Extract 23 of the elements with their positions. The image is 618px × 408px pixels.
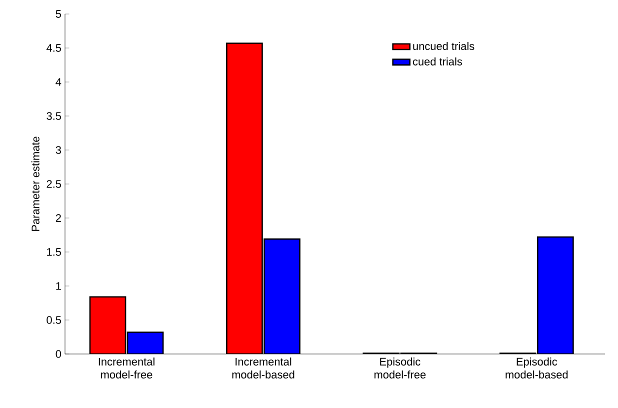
legend-label: uncued trials <box>413 42 474 50</box>
y-tick-label: 1 <box>56 282 61 290</box>
bar <box>536 236 574 354</box>
y-tick-label: 4 <box>56 78 62 86</box>
legend-label: cued trials <box>412 57 462 66</box>
x-tick-label: Incremental model-based <box>232 358 294 379</box>
y-tick-label: 3 <box>56 146 61 154</box>
bar <box>264 238 300 354</box>
bar <box>126 332 164 354</box>
y-tick-label: 4.5 <box>46 44 62 52</box>
x-tick-label: Episodic model-based <box>506 358 568 379</box>
y-tick-label: 5 <box>56 10 62 18</box>
x-tick-label: Episodic model-free <box>374 358 426 379</box>
bar <box>226 42 263 354</box>
y-tick-label: 2 <box>56 214 61 222</box>
y-tick-label: 0 <box>56 350 62 358</box>
bar <box>89 296 126 354</box>
y-tick-label: 3.5 <box>46 112 62 120</box>
y-tick-label: 1.5 <box>47 248 62 256</box>
x-tick-label: Incremental model-free <box>98 358 154 379</box>
y-tick-label: 0.5 <box>46 316 62 324</box>
y-tick-label: 2.5 <box>46 180 62 188</box>
y-axis-title: Parameter estimate <box>31 136 40 231</box>
